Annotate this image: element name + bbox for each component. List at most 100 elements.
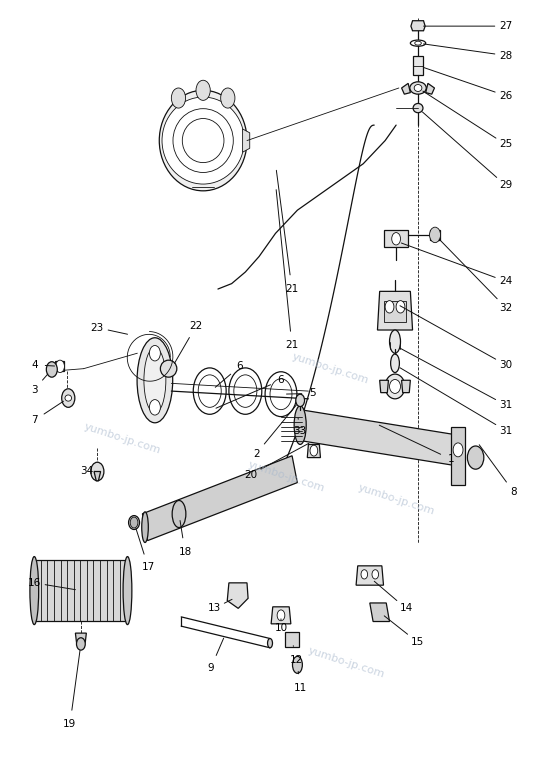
Polygon shape [75,633,87,643]
Text: 22: 22 [190,321,203,331]
Polygon shape [285,632,299,647]
Text: yumbo-jp.com: yumbo-jp.com [356,483,436,518]
Ellipse shape [234,375,257,407]
Ellipse shape [414,85,422,92]
Ellipse shape [415,41,422,45]
Ellipse shape [270,379,292,410]
Text: 19: 19 [63,719,77,729]
Circle shape [130,517,138,528]
Text: 13: 13 [208,604,221,613]
Text: 6: 6 [236,362,243,372]
Ellipse shape [390,330,401,353]
Polygon shape [94,472,101,481]
Ellipse shape [198,375,221,407]
Ellipse shape [182,119,224,163]
Circle shape [467,446,484,469]
Ellipse shape [142,512,148,542]
Circle shape [62,389,75,407]
Text: 29: 29 [499,180,512,190]
Ellipse shape [413,103,423,113]
Ellipse shape [229,368,262,414]
Ellipse shape [265,372,297,417]
Text: 27: 27 [499,21,512,31]
Polygon shape [380,380,388,393]
Polygon shape [384,230,408,248]
Ellipse shape [160,360,177,377]
Circle shape [149,400,160,415]
Text: yumbo-jp.com: yumbo-jp.com [82,421,161,456]
Polygon shape [307,445,321,458]
Polygon shape [227,583,248,608]
Text: 31: 31 [499,400,512,410]
Ellipse shape [390,379,401,393]
Polygon shape [377,291,413,330]
Text: 11: 11 [294,683,307,693]
Bar [384,300,406,322]
Circle shape [453,443,463,457]
Text: 12: 12 [290,655,303,665]
Ellipse shape [123,556,132,625]
Circle shape [221,88,235,108]
Ellipse shape [410,40,426,47]
Polygon shape [402,83,410,94]
Polygon shape [242,129,250,152]
Text: 30: 30 [499,360,512,370]
Circle shape [46,362,57,377]
Text: 26: 26 [499,91,512,101]
Ellipse shape [391,354,399,372]
Text: 6: 6 [278,376,284,385]
Circle shape [296,394,305,407]
Text: 20: 20 [244,469,257,480]
Ellipse shape [65,395,72,401]
Circle shape [171,88,186,108]
Polygon shape [300,410,453,466]
Polygon shape [402,380,410,393]
Ellipse shape [30,556,39,625]
Text: 1: 1 [447,454,454,464]
Circle shape [396,300,405,313]
Bar [34,560,127,621]
Text: 21: 21 [285,341,299,351]
Text: 15: 15 [410,636,424,646]
Polygon shape [55,361,64,371]
Ellipse shape [162,97,244,184]
Circle shape [196,80,210,100]
Polygon shape [451,427,464,485]
Text: 8: 8 [511,487,517,497]
Text: 4: 4 [31,360,37,370]
Text: yumbo-jp.com: yumbo-jp.com [307,646,386,680]
Text: 33: 33 [294,425,307,435]
Text: 16: 16 [28,578,41,588]
Text: 2: 2 [253,449,260,459]
Ellipse shape [385,374,405,399]
Ellipse shape [293,656,302,674]
Text: 9: 9 [208,663,214,673]
Ellipse shape [173,109,233,172]
Circle shape [77,638,85,650]
Bar [413,57,423,74]
Text: 21: 21 [285,284,299,294]
Ellipse shape [144,348,166,413]
Ellipse shape [193,368,226,414]
Circle shape [372,570,379,579]
Ellipse shape [268,639,273,648]
Circle shape [56,360,64,372]
Circle shape [277,610,285,621]
Text: 18: 18 [179,547,192,557]
Text: 25: 25 [499,140,512,150]
Text: 3: 3 [31,385,37,394]
Text: 24: 24 [499,276,512,286]
Polygon shape [430,230,440,240]
Polygon shape [411,21,425,31]
Circle shape [392,233,401,245]
Circle shape [385,300,394,313]
Polygon shape [142,456,298,541]
Text: 32: 32 [499,303,512,313]
Text: 23: 23 [91,323,104,333]
Polygon shape [370,603,390,622]
Text: 10: 10 [274,622,288,632]
Ellipse shape [294,406,306,445]
Text: yumbo-jp.com: yumbo-jp.com [291,352,370,386]
Ellipse shape [159,90,247,191]
Text: 17: 17 [142,563,155,573]
